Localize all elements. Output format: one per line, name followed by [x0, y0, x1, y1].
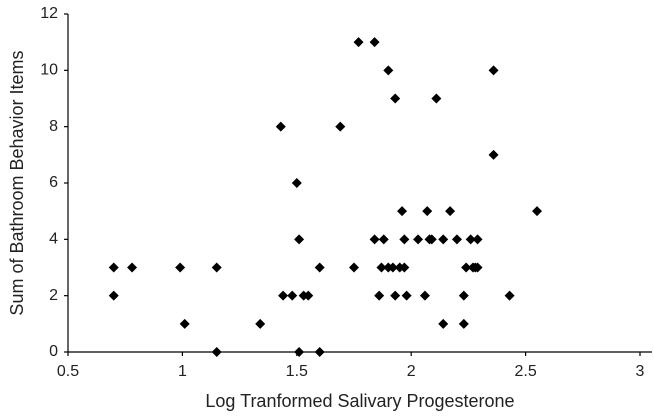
point [465, 234, 476, 245]
point [390, 290, 401, 301]
point [445, 206, 456, 217]
point [376, 262, 387, 273]
point [179, 318, 190, 329]
y-tick-label: 6 [49, 174, 58, 191]
point [294, 234, 305, 245]
point [431, 93, 442, 104]
point [413, 234, 424, 245]
point [390, 93, 401, 104]
point [458, 318, 469, 329]
point [419, 290, 430, 301]
point [451, 234, 462, 245]
point [353, 37, 364, 48]
point [504, 290, 515, 301]
point [108, 262, 119, 273]
point [387, 262, 398, 273]
point [294, 347, 305, 357]
point [472, 234, 483, 245]
point [378, 234, 389, 245]
point [532, 206, 543, 217]
point [397, 206, 408, 217]
point [488, 65, 499, 76]
x-tick-label: 1 [178, 363, 187, 380]
point [314, 262, 325, 273]
point [291, 178, 302, 188]
x-tick-label: 0.5 [57, 363, 79, 380]
x-axis-label: Log Tranformed Salivary Progesterone [205, 391, 514, 411]
point [374, 290, 385, 301]
y-tick-label: 12 [40, 5, 58, 22]
point [472, 262, 483, 273]
point [369, 37, 380, 48]
point [275, 121, 286, 132]
y-tick-label: 10 [40, 62, 58, 79]
x-tick-label: 1.5 [286, 363, 308, 380]
point [426, 234, 437, 245]
point [369, 234, 380, 245]
y-tick-label: 0 [49, 343, 58, 360]
point [438, 318, 449, 329]
point [108, 290, 119, 301]
point [287, 290, 298, 301]
point [335, 121, 346, 132]
point [303, 290, 314, 301]
point [175, 262, 186, 273]
point [401, 290, 412, 301]
point [211, 347, 222, 357]
point [399, 262, 410, 273]
y-tick-label: 4 [49, 231, 58, 248]
point [422, 206, 433, 217]
y-axis-label: Sum of Bathroom Behavior Items [7, 50, 27, 315]
x-tick-label: 2 [407, 363, 416, 380]
point [461, 262, 472, 273]
point [349, 262, 359, 273]
point [399, 234, 410, 245]
point [255, 318, 266, 329]
point [458, 290, 469, 301]
point [383, 65, 394, 76]
y-tick-label: 2 [49, 287, 58, 304]
point [438, 234, 449, 245]
y-tick-label: 8 [49, 118, 58, 135]
point [488, 149, 499, 160]
point [314, 347, 325, 357]
x-tick-label: 2.5 [514, 363, 536, 380]
point [278, 290, 289, 301]
x-tick-label: 3 [636, 363, 645, 380]
point [127, 262, 138, 273]
point [211, 262, 222, 273]
